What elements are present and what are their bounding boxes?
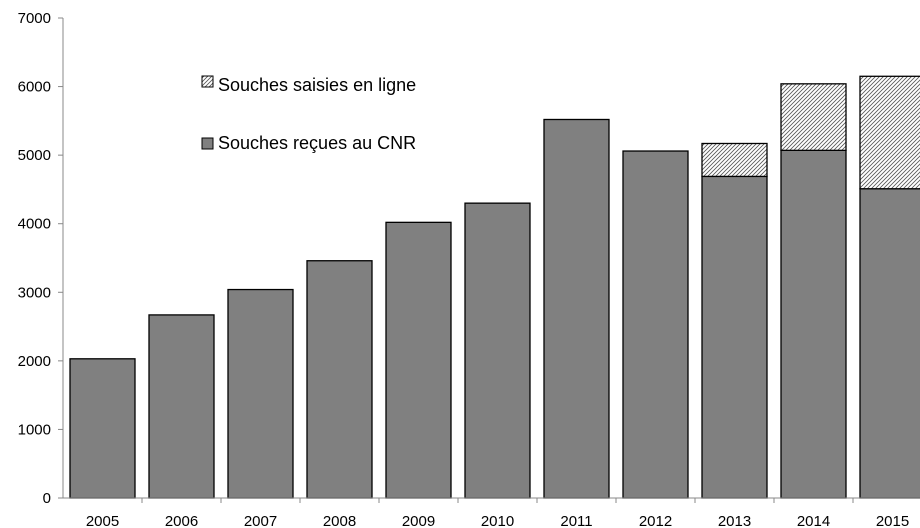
y-axis: 0 1000 2000 3000 4000 5000 6000 7000 [18,10,64,507]
bars [69,75,920,499]
bar-2014-received [780,149,847,499]
y-tick-label: 1000 [18,421,51,438]
legend-label-online: Souches saisies en ligne [218,75,416,95]
bar-2015-online [859,75,920,190]
x-tick-label: 2013 [718,513,751,528]
y-tick-label: 2000 [18,353,51,370]
legend-label-received: Souches reçues au CNR [218,133,416,153]
bar-2009-received [385,221,452,499]
x-tick-label: 2014 [797,513,830,528]
bar-2015-received [859,188,920,499]
y-tick-label: 3000 [18,284,51,301]
x-tick-label: 2005 [86,513,119,528]
x-tick-label: 2008 [323,513,356,528]
bar-2007-received [227,288,294,499]
y-tick-label: 4000 [18,216,51,233]
bar-2010-received [464,202,531,499]
x-tick-label: 2010 [481,513,514,528]
x-tick-label: 2012 [639,513,672,528]
bar-2005-received [69,358,136,499]
y-tick-label: 0 [43,490,51,507]
legend: Souches saisies en ligne Souches reçues … [201,75,416,153]
x-tick-label: 2007 [244,513,277,528]
bar-2011-received [543,118,610,499]
bar-2013-online [701,142,768,178]
bar-2014-online [780,83,847,151]
legend-swatch-received [201,137,214,150]
y-tick-label: 6000 [18,79,51,96]
y-tick-label: 7000 [18,10,51,27]
x-axis: 2005 2006 2007 2008 2009 2010 2011 2012 2013 2014… [63,497,920,528]
legend-item-online: Souches saisies en ligne [201,75,416,95]
bar-2008-received [306,260,373,499]
bar-2006-received [148,314,215,499]
bar-2013-received [701,175,768,499]
bar-2012-received [622,150,689,499]
x-tick-label: 2011 [560,513,592,528]
y-tick-label: 5000 [18,147,51,164]
legend-item-received: Souches reçues au CNR [201,133,416,153]
legend-swatch-online [201,75,214,88]
x-tick-label: 2009 [402,513,435,528]
x-tick-label: 2015 [876,513,909,528]
x-tick-label: 2006 [165,513,198,528]
